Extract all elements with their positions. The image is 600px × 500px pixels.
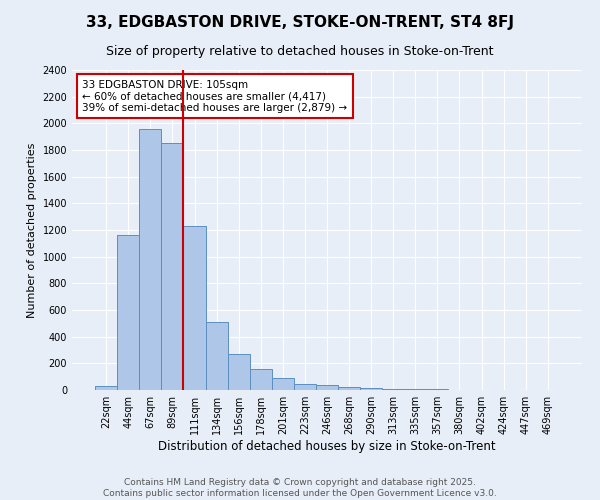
Bar	[206, 322, 227, 390]
Bar	[316, 384, 338, 390]
Bar	[294, 384, 316, 390]
Text: 33, EDGBASTON DRIVE, STOKE-ON-TRENT, ST4 8FJ: 33, EDGBASTON DRIVE, STOKE-ON-TRENT, ST4…	[86, 15, 514, 30]
Bar	[117, 236, 139, 390]
Bar	[272, 378, 294, 390]
Bar	[250, 370, 272, 390]
Bar	[184, 226, 206, 390]
Bar	[161, 144, 184, 390]
Bar	[95, 386, 117, 390]
Bar	[227, 354, 250, 390]
Text: Contains HM Land Registry data © Crown copyright and database right 2025.
Contai: Contains HM Land Registry data © Crown c…	[103, 478, 497, 498]
Bar	[338, 387, 360, 390]
Bar	[382, 388, 404, 390]
X-axis label: Distribution of detached houses by size in Stoke-on-Trent: Distribution of detached houses by size …	[158, 440, 496, 453]
Text: Size of property relative to detached houses in Stoke-on-Trent: Size of property relative to detached ho…	[106, 45, 494, 58]
Text: 33 EDGBASTON DRIVE: 105sqm
← 60% of detached houses are smaller (4,417)
39% of s: 33 EDGBASTON DRIVE: 105sqm ← 60% of deta…	[82, 80, 347, 113]
Bar	[360, 388, 382, 390]
Y-axis label: Number of detached properties: Number of detached properties	[27, 142, 37, 318]
Bar	[139, 128, 161, 390]
